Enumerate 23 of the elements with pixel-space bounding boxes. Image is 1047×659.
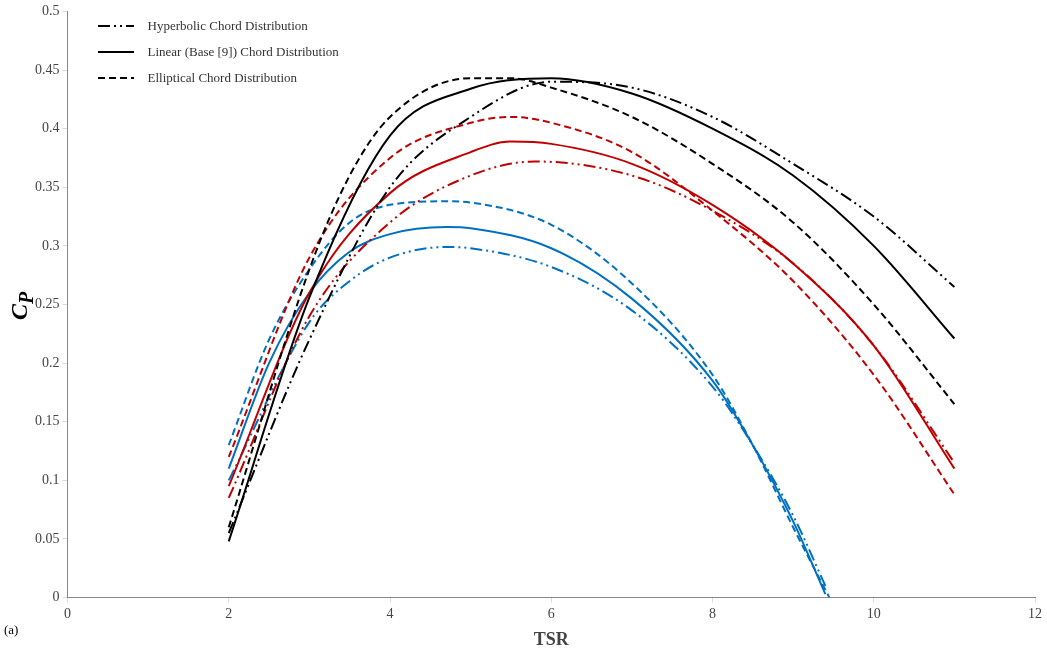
legend-label: Hyperbolic Chord Distribution [147,18,308,35]
x-tick-label: 10 [866,605,881,621]
x-tick-label: 0 [64,605,71,621]
y-tick-label: 0.25 [35,296,60,312]
y-tick-label: 0.4 [42,120,60,136]
x-tick-label: 8 [709,605,716,621]
text: (a) [4,622,19,638]
y-tick-label: 0.3 [42,237,60,253]
legend-label: Elliptical Chord Distribution [147,70,297,87]
y-tick-label: 0.2 [42,354,60,370]
y-tick-label: 0.35 [35,178,60,194]
y-tick-label: 0.5 [42,3,60,19]
x-tick-label: 12 [1028,605,1042,621]
y-tick-label: 0.1 [42,472,60,488]
x-tick-label: 4 [386,605,394,621]
x-tick-label: 2 [225,605,233,621]
y-tick-label: 0.45 [35,61,60,77]
y-tick-label: 0.15 [35,413,60,429]
x-tick-label: 6 [547,605,555,621]
x-axis-title: TSR [533,628,570,649]
y-tick-label: 0 [52,589,60,605]
legend-label: Linear (Base [9]) Chord Distribution [147,44,339,61]
y-tick-label: 0.05 [35,530,60,546]
